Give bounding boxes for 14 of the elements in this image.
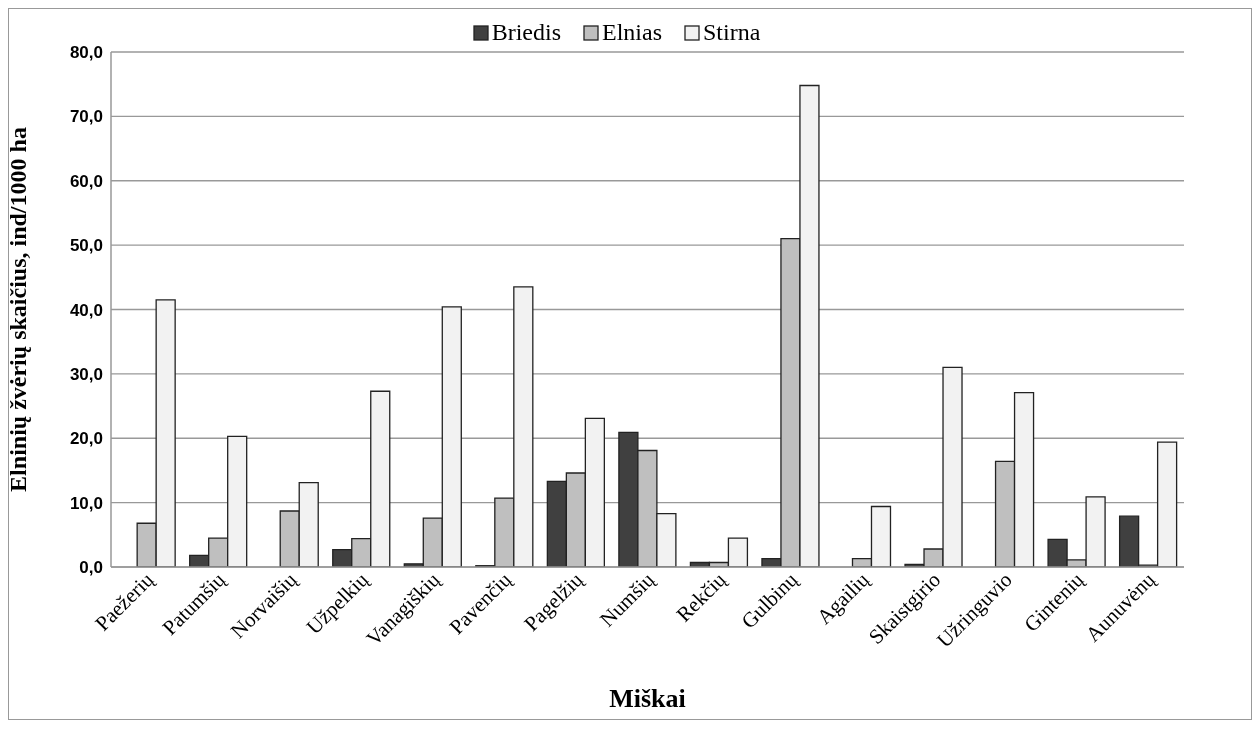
y-tick-label: 10,0 <box>69 493 103 513</box>
y-tick-label: 70,0 <box>69 107 103 127</box>
legend-label: Elnias <box>602 19 662 46</box>
y-tick-label: 20,0 <box>69 429 103 449</box>
y-tick-label: 0,0 <box>79 558 103 578</box>
y-tick-label: 40,0 <box>69 300 103 320</box>
legend-label: Stirna <box>703 19 761 46</box>
x-axis-title: Miškai <box>609 684 686 713</box>
legend-label: Briedis <box>491 19 561 46</box>
y-tick-label: 30,0 <box>69 364 103 384</box>
y-axis-title: Elninių žvėrių skaičius, ind/1000 ha <box>4 127 31 492</box>
y-tick-label: 80,0 <box>69 43 103 63</box>
y-tick-label: 50,0 <box>69 236 103 256</box>
y-tick-label: 60,0 <box>69 171 103 191</box>
